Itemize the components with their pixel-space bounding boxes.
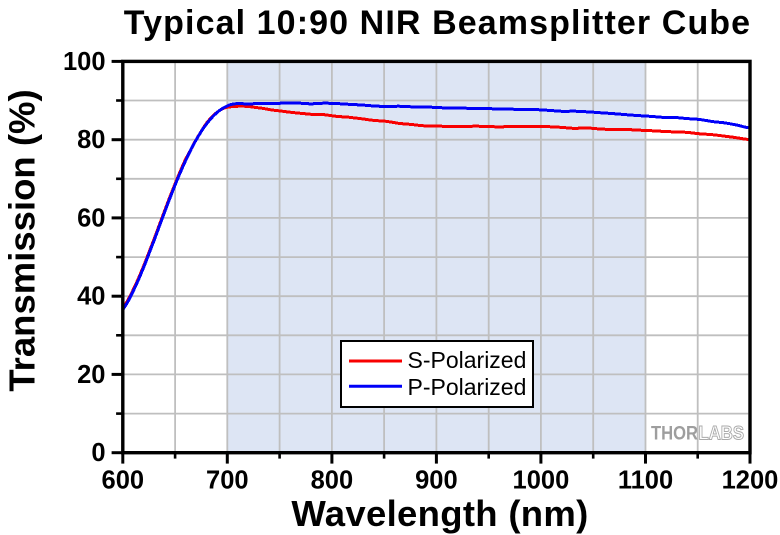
svg-text:Wavelength (nm): Wavelength (nm) [291,493,588,534]
svg-text:60: 60 [77,204,105,232]
svg-text:Transmission (%): Transmission (%) [1,89,42,391]
svg-text:1000: 1000 [513,467,570,495]
svg-text:0: 0 [91,439,105,467]
svg-text:800: 800 [311,467,354,495]
svg-text:20: 20 [77,361,105,389]
svg-text:1100: 1100 [618,467,673,495]
svg-text:600: 600 [102,467,145,495]
svg-text:700: 700 [206,467,249,495]
svg-text:1200: 1200 [722,467,779,495]
svg-text:THOR: THOR [651,422,698,444]
svg-text:900: 900 [415,467,458,495]
svg-text:Typical 10:90 NIR Beamsplitter: Typical 10:90 NIR Beamsplitter Cube [124,4,751,42]
svg-text:S-Polarized: S-Polarized [408,347,527,373]
svg-text:40: 40 [77,283,105,311]
svg-text:LABS: LABS [699,422,745,444]
svg-text:P-Polarized: P-Polarized [408,374,527,400]
svg-text:100: 100 [63,48,106,76]
svg-text:80: 80 [77,126,105,154]
